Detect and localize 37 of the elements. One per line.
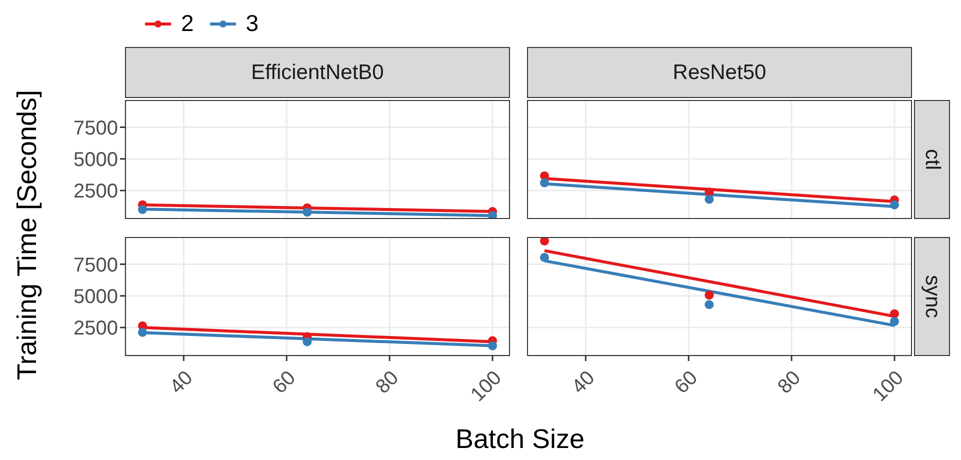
- point: [488, 341, 498, 350]
- x-tick-label: 80: [774, 366, 805, 398]
- x-tick-label: 80: [372, 366, 403, 398]
- y-axis-title: Training Time [Seconds]: [12, 88, 43, 382]
- x-tick-label: 40: [568, 366, 600, 398]
- point: [302, 337, 312, 346]
- legend-label: 2: [181, 10, 194, 37]
- x-tick-label: 100: [466, 366, 506, 406]
- y-tick-label: 5000: [74, 148, 118, 171]
- x-tick-label: 60: [268, 366, 300, 398]
- point: [890, 316, 900, 326]
- point: [540, 237, 550, 246]
- chart-title: EfficientNetB0: [125, 47, 510, 98]
- text: sync: [914, 237, 950, 356]
- legend-label: 3: [246, 10, 259, 37]
- point: [890, 309, 900, 318]
- y-tick-label: 7500: [74, 117, 118, 140]
- point: [488, 211, 498, 219]
- text: ctl: [914, 100, 950, 219]
- y-tick-label: 2500: [74, 318, 118, 340]
- point: [540, 178, 550, 188]
- point: [138, 328, 148, 337]
- y-tick-label: 5000: [74, 286, 118, 308]
- chart-title: ResNet50: [527, 47, 912, 98]
- x-tick-label: 40: [166, 366, 198, 398]
- point: [704, 290, 714, 300]
- x-axis-title: Batch Size: [454, 424, 586, 455]
- point: [138, 205, 148, 214]
- point: [704, 194, 714, 204]
- point: [890, 200, 900, 210]
- point: [302, 208, 312, 217]
- x-tick-label: 100: [868, 366, 908, 406]
- x-tick-label: 60: [670, 366, 702, 398]
- point: [704, 300, 714, 310]
- point: [540, 252, 550, 262]
- y-tick-label: 7500: [74, 254, 118, 276]
- y-tick-label: 2500: [74, 180, 118, 203]
